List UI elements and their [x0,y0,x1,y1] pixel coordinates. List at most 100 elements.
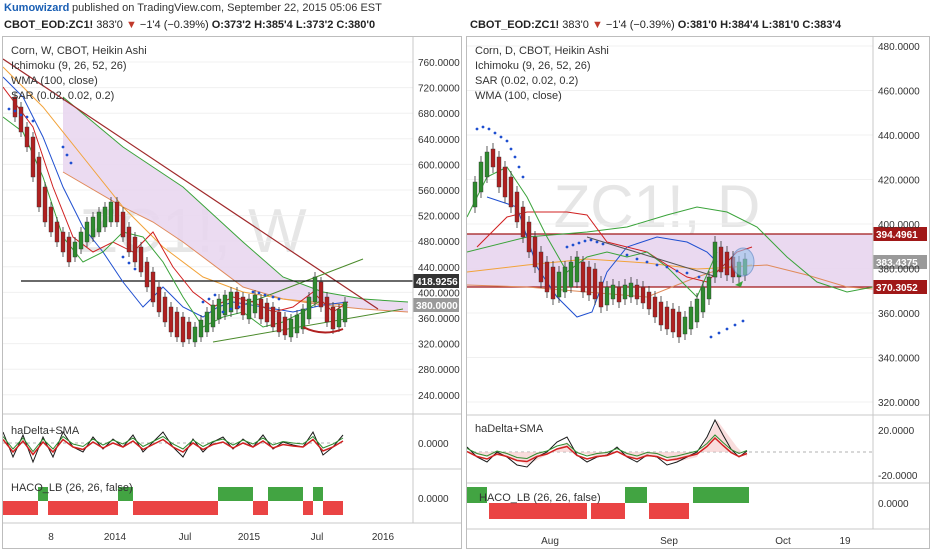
sar-dot [237,305,241,309]
sar-dot [625,253,629,257]
right-indicator-sar: SAR (0.02, 0.02, 0.2) [475,75,579,87]
left-symbol[interactable]: CBOT_EOD:ZC1! [4,19,94,31]
sar-dot [595,240,599,244]
candle-body [502,166,508,198]
price-tick-label: 520.0000 [418,212,460,223]
haco-up-bar [313,487,323,501]
candle-body [90,216,96,238]
publish-info: published on TradingView.com, September … [72,2,382,14]
candle-body [544,261,550,293]
time-label: 19 [839,536,851,547]
right-grid [467,45,873,403]
candle-body [652,296,658,318]
sar-dot [65,153,69,157]
sar-dot [725,327,729,331]
sar-dot [121,255,125,259]
author-link[interactable]: Kumowizard [4,2,70,14]
price-tag-380: 380.0000 [416,301,458,312]
sar-dot [645,260,649,264]
price-tick-label: 440.0000 [878,131,920,142]
time-label: 8 [48,532,54,543]
price-tick-label: 640.0000 [418,135,460,146]
left-indicator-wma: WMA (100, close) [11,75,98,87]
right-osc-title: haDelta+SMA [475,423,544,435]
down-arrow-icon: ▼ [125,19,137,31]
sar-dot [133,267,137,271]
candle-body [162,296,168,323]
candle-body [478,161,484,193]
candle-body [550,266,556,300]
price-tick-label: 280.0000 [418,365,460,376]
haco-up-bar [467,487,487,503]
candle-body [538,251,544,283]
price-tick-label: 480.0000 [878,42,920,53]
sar-dot [601,242,605,246]
haco-zero-label: 0.0000 [418,494,449,505]
candle-body [670,308,676,333]
right-chart-svg[interactable]: ZC1!, D 394.4961 383.4375 370.3052 20.0000… [467,37,930,549]
candle-body [336,308,342,328]
candle-body [216,298,222,320]
price-tag-394: 394.4961 [876,230,918,241]
candle-body [664,306,670,330]
sar-dot [69,161,73,165]
haco-down-bar [591,503,625,519]
price-tick-label: 360.0000 [418,314,460,325]
sar-dot [207,297,211,301]
sar-dot [499,135,503,139]
candle-body [724,251,730,276]
hadelta-sma [467,436,748,463]
candle-body [138,246,144,273]
candle-body [78,231,84,250]
price-tag-370-bg [873,280,927,294]
channel-upper [242,258,364,306]
price-tick-label: 400.0000 [418,288,460,299]
candle-body [342,301,348,323]
candle-body [640,286,646,304]
candle-body [622,284,628,300]
price-tag-370: 370.3052 [876,283,918,294]
candle-body [658,301,664,326]
candle-body [180,316,186,343]
candle-body [18,106,24,133]
right-last-price: 383'0 [562,19,589,31]
time-label: 2015 [238,532,261,543]
sar-dot [475,127,479,131]
right-symbol[interactable]: CBOT_EOD:ZC1! [470,19,560,31]
candle-body [144,261,150,288]
price-tick-label: 320.0000 [878,398,920,409]
price-tag-418-bg [413,274,459,288]
candle-body [682,316,688,335]
right-price-pane: 394.4961 383.4375 370.3052 [467,125,927,343]
candle-body [610,284,616,300]
candle-body [718,246,724,273]
candle-body [562,266,568,293]
osc-tick-minus20: -20.0000 [878,471,918,482]
candle-body [84,221,90,243]
candle-body [706,276,712,300]
price-tick-label: 560.0000 [418,186,460,197]
candle-body [60,231,66,253]
candle-body [204,311,210,333]
haco-up-bar [693,487,749,503]
price-tag-418: 418.9256 [416,277,458,288]
sar-dot [571,243,575,247]
candle-body [42,186,48,223]
right-chart-panel[interactable]: ZC1!, D 394.4961 383.4375 370.3052 20.0000… [466,36,930,549]
left-low: L:373'2 [295,19,334,31]
candle-body [580,261,586,293]
candle-body [120,211,126,238]
price-tag-383: 383.4375 [876,258,918,269]
publish-header: Kumowizard published on TradingView.com,… [0,0,932,16]
right-change: −1'4 (−0.39%) [605,19,675,31]
sar-dot [655,263,659,267]
right-symbol-header: CBOT_EOD:ZC1! 383'0 ▼ −1'4 (−0.39%) O:38… [470,17,841,33]
candle-body [694,298,700,323]
right-watermark: ZC1!, D [554,173,761,240]
diag-line [586,236,718,278]
price-tick-label: 340.0000 [878,354,920,365]
chikou-span [3,116,324,328]
price-tick-label: 320.0000 [418,340,460,351]
